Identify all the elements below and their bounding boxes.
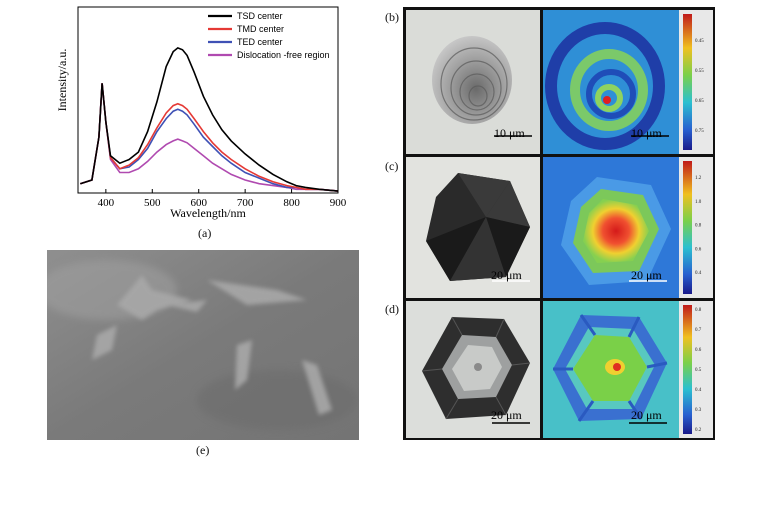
x-tick-label: 900 <box>330 197 347 209</box>
colorbar-ticks-b: 0.45 0.55 0.65 0.75 <box>695 39 704 134</box>
x-tick-layer: 400 500 600 700 800 900 <box>98 189 347 209</box>
raman-map-c: 1.2 1.0 0.8 0.6 0.4 <box>543 157 713 298</box>
colorbar-tick-label: 1.2 <box>695 176 702 181</box>
panel-label-a: (a) <box>198 226 212 240</box>
colorbar-tick-label: 0.45 <box>695 39 704 44</box>
colorbar-tick-label: 0.4 <box>695 388 702 393</box>
series-line-ted-center <box>80 83 339 192</box>
colorbar-tick-label: 0.7 <box>695 328 702 333</box>
scalebar-label-d-left: 20 μm <box>491 408 522 422</box>
colorbar-tick-label: 0.55 <box>695 69 704 74</box>
legend-label: TSD center <box>237 11 283 21</box>
legend: TSD center TMD center TED center Dislocatio… <box>208 11 330 60</box>
plot-frame <box>77 6 339 194</box>
series-line-dislocation-free-region <box>80 83 339 192</box>
series-line-tmd-center <box>80 83 339 192</box>
colorbar-tick-label: 0.2 <box>695 428 702 433</box>
scalebar-label-d-right: 20 μm <box>631 408 662 422</box>
raman-map-d: 0.8 0.7 0.6 0.5 0.4 0.3 0.2 <box>543 301 713 438</box>
y-axis-label: Intensity/a.u. <box>55 49 69 112</box>
colorbar-tick-label: 0.65 <box>695 99 704 104</box>
series-line-tsd-center <box>80 46 339 192</box>
micrograph-e <box>47 250 359 440</box>
scalebar-label-c-left: 20 μm <box>491 268 522 282</box>
scalebar-label-b-right: 10 μm <box>631 126 662 140</box>
colorbar-tick-label: 0.5 <box>695 368 702 373</box>
colorbar-tick-label: 0.8 <box>695 224 702 229</box>
scalebar-label-c-right: 20 μm <box>631 268 662 282</box>
x-tick-label: 400 <box>98 197 115 209</box>
x-tick-label: 700 <box>237 197 254 209</box>
colorbar-tick-label: 0.6 <box>695 348 702 353</box>
colorbar-tick-label: 0.8 <box>695 308 702 313</box>
legend-label: Dislocation -free region <box>237 50 330 60</box>
colorbar-tick-label: 0.75 <box>695 129 704 134</box>
legend-label: TED center <box>237 37 283 47</box>
scalebar-label-b-left: 10 μm <box>494 126 525 140</box>
colorbar-tick-label: 0.6 <box>695 247 702 252</box>
optical-image-c <box>406 157 540 298</box>
x-tick-label: 600 <box>190 197 207 209</box>
colorbar-tick-label: 1.0 <box>695 200 702 205</box>
optical-image-b <box>406 10 540 154</box>
panel-label-d: (d) <box>385 302 399 316</box>
colorbar-tick-label: 0.3 <box>695 408 702 413</box>
pl-spectra-chart: 400 500 600 700 800 900 Wavelength/nm Intensi… <box>55 6 347 220</box>
x-tick-label: 800 <box>283 197 300 209</box>
x-axis-label: Wavelength/nm <box>170 206 246 220</box>
panel-label-e: (e) <box>196 443 210 457</box>
panel-label-c: (c) <box>385 159 399 173</box>
x-tick-label: 500 <box>144 197 161 209</box>
panel-label-b: (b) <box>385 10 399 24</box>
raman-map-b: 0.45 0.55 0.65 0.75 <box>543 10 713 154</box>
colorbar-ticks-c: 1.2 1.0 0.8 0.6 0.4 <box>695 176 702 276</box>
legend-label: TMD center <box>237 24 284 34</box>
colorbar-tick-label: 0.4 <box>695 271 702 276</box>
colorbar-ticks-d: 0.8 0.7 0.6 0.5 0.4 0.3 0.2 <box>695 308 702 433</box>
series-layer <box>80 46 339 192</box>
optical-image-d <box>406 301 540 438</box>
